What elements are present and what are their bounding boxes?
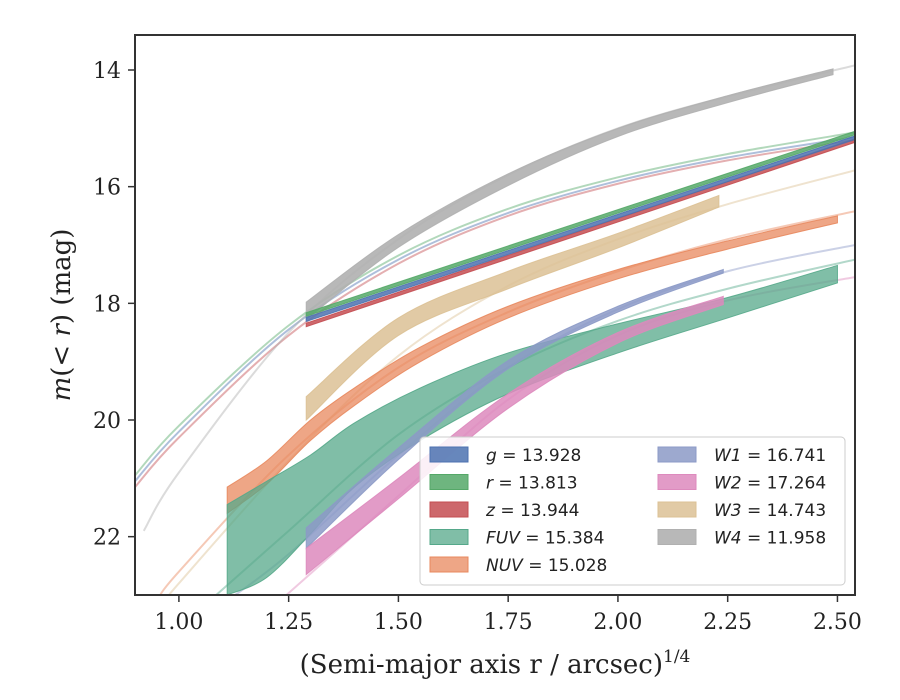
x-axis-label-exponent: 1/4 xyxy=(663,647,690,667)
legend-swatch xyxy=(429,474,469,490)
legend-band: g xyxy=(486,446,497,466)
y-tick-label: 22 xyxy=(93,526,121,551)
x-tick-label: 2.00 xyxy=(593,610,642,635)
y-tick-label: 16 xyxy=(93,176,121,201)
legend-item-w1: W1 = 16.741 xyxy=(657,446,826,466)
legend-swatch xyxy=(429,529,469,545)
legend-label: g = 13.928 xyxy=(486,446,581,466)
curve-g xyxy=(135,136,855,482)
legend-swatch xyxy=(429,446,469,463)
legend-mag: = 15.028 xyxy=(523,556,608,576)
legend-item-w3: W3 = 14.743 xyxy=(657,501,826,521)
legend-box xyxy=(419,436,846,586)
y-tick-label: 20 xyxy=(93,409,121,434)
legend-swatch xyxy=(429,556,469,573)
curve-w3 xyxy=(167,169,855,595)
svg-text:m(< r) (mag): m(< r) (mag) xyxy=(47,229,77,402)
legend-band: W1 xyxy=(714,446,742,466)
legend-item-r: r = 13.813 xyxy=(429,474,578,494)
x-tick-label: 1.50 xyxy=(374,610,423,635)
band-r xyxy=(305,130,855,317)
legend-band: NUV xyxy=(486,556,524,576)
legend-swatch xyxy=(429,501,469,518)
legend-band: r xyxy=(486,474,494,494)
legend-band: W3 xyxy=(714,501,742,521)
legend-mag: = 17.264 xyxy=(742,474,827,494)
legend-mag: = 13.928 xyxy=(497,446,582,466)
legend-item-fuv: FUV = 15.384 xyxy=(429,529,604,549)
curve-r xyxy=(135,131,855,477)
band-g xyxy=(305,135,855,323)
band-z xyxy=(305,138,855,328)
legend-swatch xyxy=(657,501,697,518)
x-axis-ticks: 1.00 1.25 1.50 1.75 2.00 2.25 2.50 xyxy=(154,595,862,635)
legend-mag: = 11.958 xyxy=(742,529,827,549)
curve-z xyxy=(135,139,855,488)
legend-item-z: z = 13.944 xyxy=(429,501,579,521)
legend-label: r = 13.813 xyxy=(486,474,578,494)
band-w4 xyxy=(305,68,834,321)
uncertainty-bands xyxy=(226,68,855,595)
legend-mag: = 13.944 xyxy=(495,501,580,521)
x-tick-label: 1.75 xyxy=(484,610,533,635)
legend-label: W4 = 11.958 xyxy=(714,529,826,549)
legend-mag: = 14.743 xyxy=(742,501,827,521)
x-tick-label: 1.25 xyxy=(264,610,313,635)
y-axis-label: m(< r) (mag) xyxy=(47,229,77,402)
legend-item-nuv: NUV = 15.028 xyxy=(429,556,607,576)
legend-mag: = 15.384 xyxy=(520,529,605,549)
legend-swatch xyxy=(657,446,697,463)
plot-frame xyxy=(134,34,856,596)
legend-item-g: g = 13.928 xyxy=(429,446,581,466)
legend-swatch xyxy=(657,474,697,490)
legend-swatch xyxy=(657,529,697,545)
x-tick-label: 2.50 xyxy=(813,610,862,635)
legend-mag: = 16.741 xyxy=(742,446,827,466)
legend-label: NUV = 15.028 xyxy=(486,556,607,576)
band-nuv xyxy=(226,215,838,515)
legend-item-w4: W4 = 11.958 xyxy=(657,529,826,549)
legend-band: W2 xyxy=(714,474,742,494)
legend-label: z = 13.944 xyxy=(485,501,579,521)
legend-mag: = 13.813 xyxy=(493,474,578,494)
legend-band: z xyxy=(485,501,496,521)
legend-label: W3 = 14.743 xyxy=(714,501,826,521)
x-tick-label: 1.00 xyxy=(154,610,203,635)
legend-label: W1 = 16.741 xyxy=(714,446,826,466)
band-w3 xyxy=(305,194,720,422)
legend-band: W4 xyxy=(714,529,742,549)
legend-band: FUV xyxy=(486,529,521,549)
y-axis-ticks: 14 16 18 20 22 xyxy=(93,59,135,551)
x-axis-label: (Semi-major axis r / arcsec)1/4 xyxy=(300,647,691,680)
legend-item-w2: W2 = 17.264 xyxy=(657,474,826,494)
x-tick-label: 2.25 xyxy=(703,610,752,635)
legend-label: W2 = 17.264 xyxy=(714,474,826,494)
y-tick-label: 18 xyxy=(93,292,121,317)
y-tick-label: 14 xyxy=(93,59,121,84)
legend-label: FUV = 15.384 xyxy=(486,529,604,549)
